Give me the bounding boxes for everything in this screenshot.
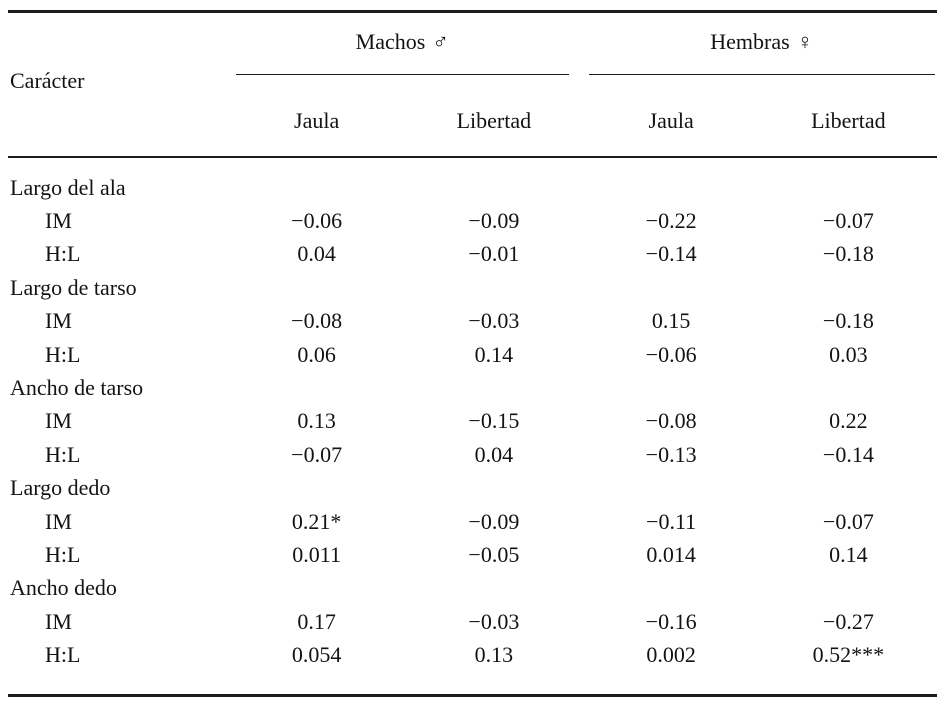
value-machos-jaula: 0.011	[292, 541, 341, 567]
value-machos-libertad: −0.05	[468, 541, 520, 567]
section-label: Largo dedo	[10, 475, 111, 501]
table-row: H:L 0.054 0.13 0.002 0.52***	[8, 638, 937, 671]
value-hembras-libertad: 0.22	[829, 408, 868, 434]
table-row: IM 0.21* −0.09 −0.11 −0.07	[8, 505, 937, 538]
value-hembras-libertad: −0.18	[822, 241, 874, 267]
table-row: H:L 0.06 0.14 −0.06 0.03	[8, 338, 937, 371]
value-machos-jaula: 0.054	[291, 642, 342, 668]
section-row-ancho-de-tarso: Ancho de tarso	[8, 371, 937, 404]
value-hembras-libertad: 0.03	[829, 341, 868, 367]
section-row-largo-dedo: Largo dedo	[8, 472, 937, 505]
value-hembras-libertad: −0.07	[822, 508, 874, 534]
value-hembras-jaula: 0.014	[646, 541, 696, 567]
section-row-largo-de-tarso: Largo de tarso	[8, 271, 937, 304]
table-row: IM −0.08 −0.03 0.15 −0.18	[8, 305, 937, 338]
value-hembras-jaula: −0.06	[645, 341, 697, 367]
value-machos-libertad: 0.04	[474, 441, 514, 467]
value-machos-jaula: 0.21*	[291, 508, 342, 534]
table-row: H:L −0.07 0.04 −0.13 −0.14	[8, 438, 937, 471]
value-hembras-jaula: −0.13	[645, 441, 697, 467]
table-row: IM 0.13 −0.15 −0.08 0.22	[8, 405, 937, 438]
subheader-machos-jaula: Jaula	[294, 107, 340, 133]
section-label: Largo de tarso	[10, 274, 137, 300]
section-row-largo-del-ala: Largo del ala	[8, 171, 937, 204]
value-hembras-libertad: −0.07	[822, 208, 874, 234]
value-hembras-jaula: −0.14	[645, 241, 697, 267]
value-machos-libertad: 0.13	[474, 642, 514, 668]
section-row-ancho-dedo: Ancho dedo	[8, 572, 937, 605]
value-hembras-libertad: −0.27	[822, 608, 874, 634]
subheader-hembras-jaula: Jaula	[648, 107, 694, 133]
value-hembras-jaula: −0.08	[645, 408, 697, 434]
value-hembras-jaula: −0.22	[645, 208, 697, 234]
column-header-caracter: Carácter	[10, 67, 85, 93]
value-hembras-libertad: −0.18	[822, 308, 874, 334]
row-label: IM	[45, 608, 72, 634]
male-symbol-icon: ♂	[432, 29, 449, 54]
row-label: H:L	[45, 441, 81, 467]
value-machos-jaula: −0.07	[291, 441, 343, 467]
value-machos-jaula: 0.17	[297, 608, 336, 634]
value-machos-libertad: −0.15	[468, 408, 520, 434]
row-label: IM	[45, 508, 72, 534]
table-row: IM −0.06 −0.09 −0.22 −0.07	[8, 204, 937, 237]
table-row: IM 0.17 −0.03 −0.16 −0.27	[8, 605, 937, 638]
row-label: IM	[45, 308, 72, 334]
value-machos-libertad: 0.14	[474, 341, 514, 367]
group-label-machos: Machos	[355, 29, 426, 54]
row-label: H:L	[45, 541, 81, 567]
group-header-hembras: Hembras ♀	[588, 13, 935, 75]
value-machos-libertad: −0.09	[468, 508, 520, 534]
value-machos-jaula: −0.08	[291, 308, 343, 334]
row-label: IM	[45, 408, 72, 434]
row-label: H:L	[45, 341, 81, 367]
female-symbol-icon: ♀	[796, 29, 814, 54]
value-machos-libertad: −0.03	[468, 308, 520, 334]
value-machos-jaula: 0.06	[297, 341, 336, 367]
value-hembras-jaula: 0.15	[651, 308, 691, 334]
row-label: IM	[45, 208, 72, 234]
value-machos-libertad: −0.01	[468, 241, 520, 267]
subheader-hembras-libertad: Libertad	[811, 107, 886, 133]
statistics-table: Carácter Machos ♂ Hembras ♀ Jaula Libert…	[8, 10, 937, 697]
value-machos-jaula: 0.13	[297, 408, 336, 434]
row-label: H:L	[45, 241, 81, 267]
value-hembras-jaula: −0.11	[646, 508, 697, 534]
row-label: H:L	[45, 642, 81, 668]
section-label: Largo del ala	[10, 174, 126, 200]
section-label: Ancho de tarso	[10, 375, 144, 401]
value-machos-libertad: −0.03	[468, 608, 520, 634]
value-hembras-libertad: 0.52***	[812, 642, 885, 668]
group-label-hembras: Hembras	[710, 29, 790, 54]
section-label: Ancho dedo	[10, 575, 117, 601]
value-hembras-jaula: −0.16	[645, 608, 697, 634]
table-header: Carácter Machos ♂ Hembras ♀ Jaula Libert…	[8, 13, 937, 158]
subheader-machos-libertad: Libertad	[456, 107, 532, 133]
value-machos-jaula: −0.06	[291, 208, 343, 234]
group-header-machos: Machos ♂	[236, 13, 569, 75]
value-hembras-jaula: 0.002	[646, 642, 696, 668]
value-machos-jaula: 0.04	[297, 241, 336, 267]
value-hembras-libertad: 0.14	[829, 541, 868, 567]
value-machos-libertad: −0.09	[468, 208, 520, 234]
table-row: H:L 0.04 −0.01 −0.14 −0.18	[8, 238, 937, 271]
value-hembras-libertad: −0.14	[822, 441, 874, 467]
table-row: H:L 0.011 −0.05 0.014 0.14	[8, 538, 937, 571]
table-body: Largo del ala IM −0.06 −0.09 −0.22 −0.07…	[8, 158, 937, 694]
